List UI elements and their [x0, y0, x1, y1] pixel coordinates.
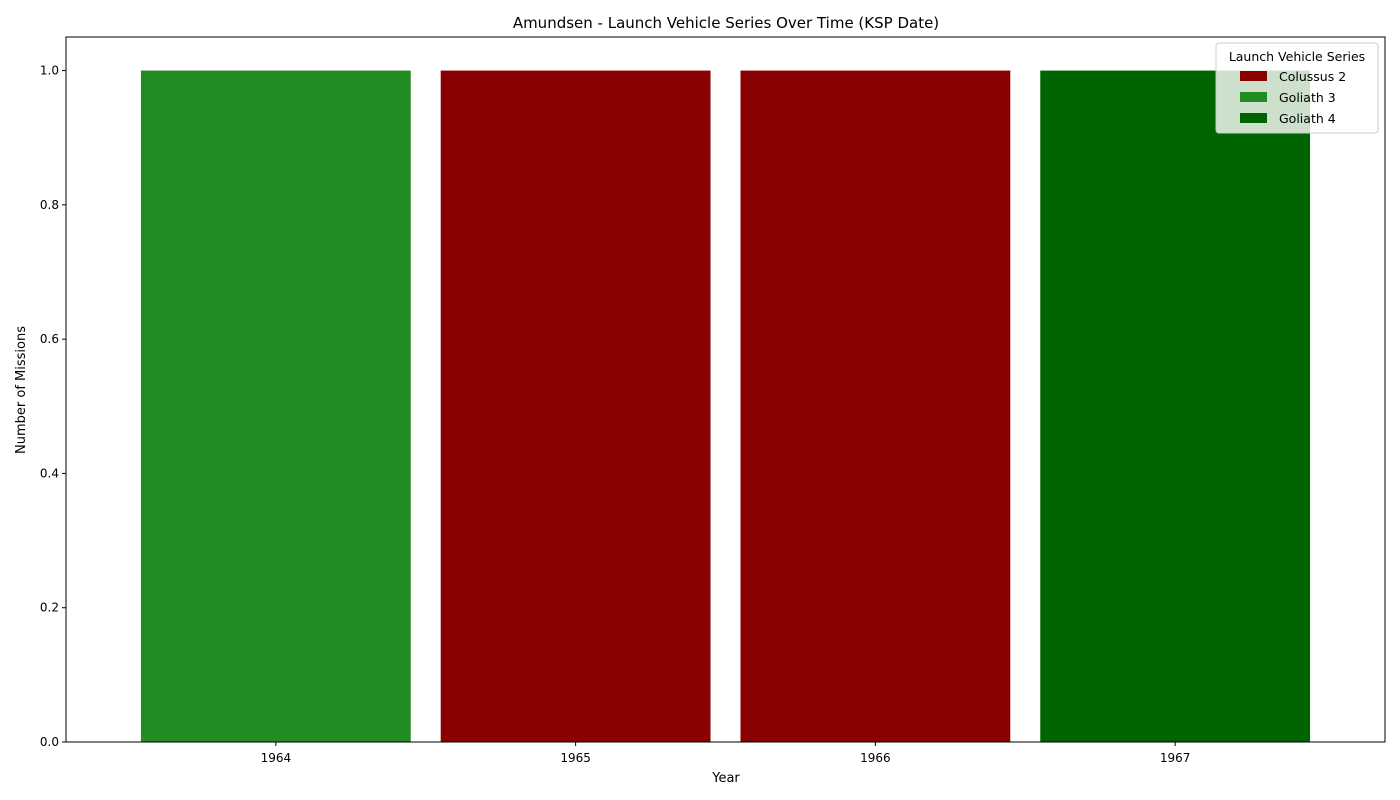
- legend: Launch Vehicle Series Colussus 2 Goliath …: [1215, 42, 1379, 134]
- y-tick-label: 0.0: [40, 735, 59, 749]
- y-axis: 0.0 0.2 0.4 0.6 0.8 1.0: [40, 64, 66, 749]
- y-tick-label: 1.0: [40, 64, 59, 78]
- x-tick-label: 1966: [860, 751, 891, 765]
- x-axis: 1964 1965 1966 1967: [261, 742, 1191, 765]
- legend-label: Goliath 4: [1279, 111, 1336, 126]
- bars-group: [140, 70, 1311, 743]
- x-axis-label: Year: [711, 771, 740, 786]
- legend-label: Goliath 3: [1279, 90, 1336, 105]
- bar-1966-colussus-2: [740, 70, 1011, 743]
- legend-swatch: [1240, 92, 1267, 102]
- legend-swatch: [1240, 71, 1267, 81]
- legend-swatch: [1240, 113, 1267, 123]
- legend-title: Launch Vehicle Series: [1229, 49, 1365, 64]
- x-tick-label: 1967: [1160, 751, 1191, 765]
- plot-frame: [65, 36, 1386, 743]
- y-tick-label: 0.4: [40, 466, 59, 480]
- y-tick-label: 0.6: [40, 332, 59, 346]
- y-tick-label: 0.8: [40, 198, 59, 212]
- legend-box: [1215, 42, 1379, 134]
- bar-1967-goliath-4: [1040, 70, 1311, 743]
- y-axis-label: Number of Missions: [14, 326, 29, 454]
- legend-label: Colussus 2: [1279, 69, 1346, 84]
- x-tick-label: 1964: [261, 751, 292, 765]
- bar-1964-goliath-3: [140, 70, 411, 743]
- x-tick-label: 1965: [560, 751, 591, 765]
- y-tick-label: 0.2: [40, 601, 59, 615]
- bar-1965-colussus-2: [440, 70, 711, 743]
- chart-title: Amundsen - Launch Vehicle Series Over Ti…: [513, 14, 939, 32]
